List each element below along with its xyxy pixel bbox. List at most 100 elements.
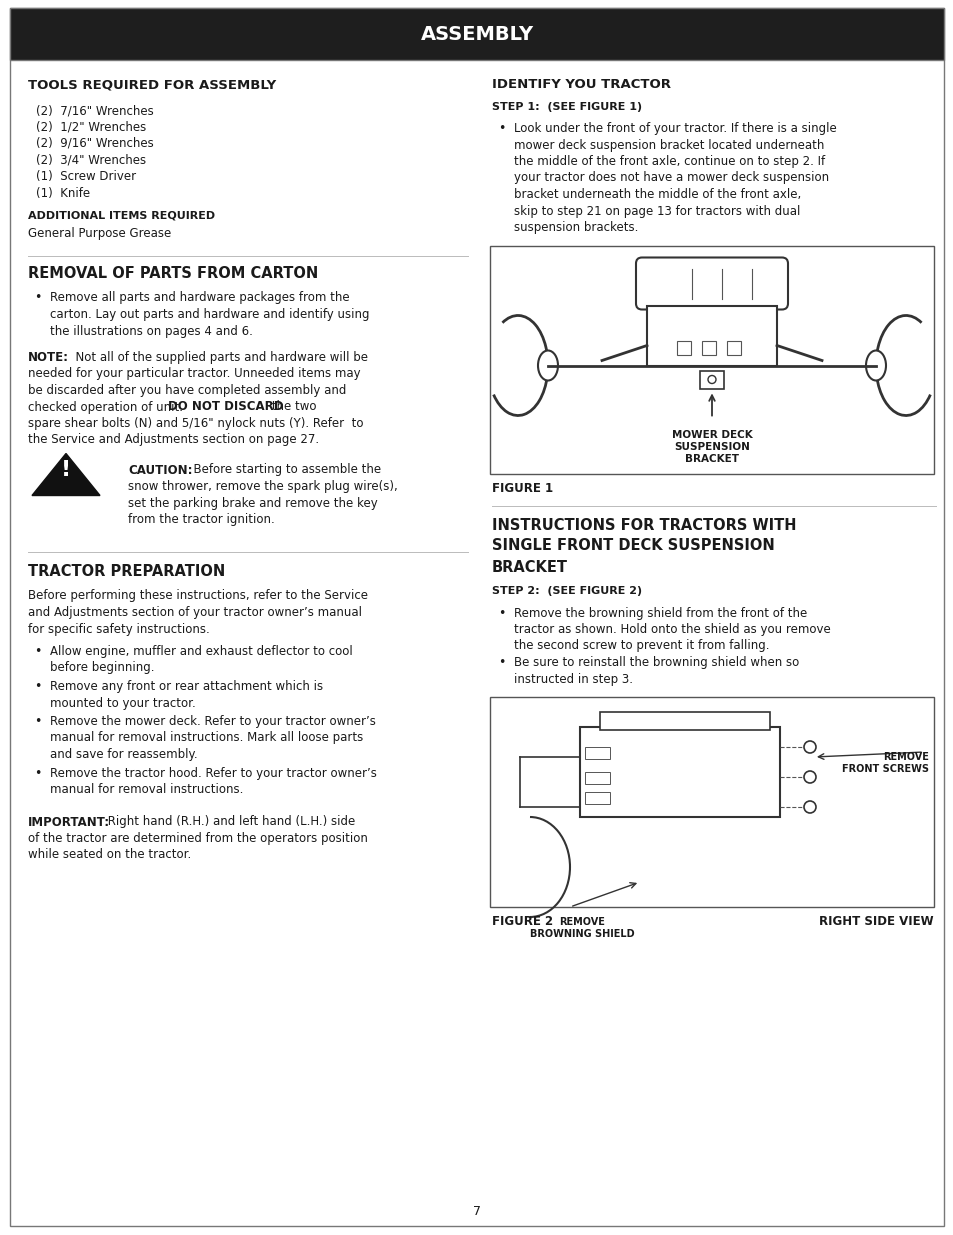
Text: NOTE:: NOTE:: [28, 351, 69, 364]
FancyBboxPatch shape: [599, 713, 769, 730]
Text: REMOVE
FRONT SCREWS: REMOVE FRONT SCREWS: [841, 752, 928, 773]
Text: instructed in step 3.: instructed in step 3.: [514, 673, 633, 685]
Text: the Service and Adjustments section on page 27.: the Service and Adjustments section on p…: [28, 433, 319, 447]
Text: spare shear bolts (N) and 5/16" nylock nuts (Y). Refer  to: spare shear bolts (N) and 5/16" nylock n…: [28, 417, 363, 430]
Text: 7: 7: [473, 1205, 480, 1218]
Text: be discarded after you have completed assembly and: be discarded after you have completed as…: [28, 384, 346, 396]
Text: •: •: [34, 767, 41, 779]
Text: tractor as shown. Hold onto the shield as you remove: tractor as shown. Hold onto the shield a…: [514, 622, 830, 636]
Text: TOOLS REQUIRED FOR ASSEMBLY: TOOLS REQUIRED FOR ASSEMBLY: [28, 78, 276, 91]
Text: ADDITIONAL ITEMS REQUIRED: ADDITIONAL ITEMS REQUIRED: [28, 211, 214, 221]
Circle shape: [707, 375, 716, 384]
Text: and Adjustments section of your tractor owner’s manual: and Adjustments section of your tractor …: [28, 606, 361, 619]
Text: carton. Lay out parts and hardware and identify using: carton. Lay out parts and hardware and i…: [50, 308, 369, 321]
Text: of the tractor are determined from the operators position: of the tractor are determined from the o…: [28, 832, 368, 845]
Text: Remove the tractor hood. Refer to your tractor owner’s: Remove the tractor hood. Refer to your t…: [50, 767, 376, 779]
Text: Remove the browning shield from the front of the: Remove the browning shield from the fron…: [514, 606, 806, 620]
Text: Remove the mower deck. Refer to your tractor owner’s: Remove the mower deck. Refer to your tra…: [50, 715, 375, 727]
Text: IDENTIFY YOU TRACTOR: IDENTIFY YOU TRACTOR: [492, 78, 670, 91]
Text: the second screw to prevent it from falling.: the second screw to prevent it from fall…: [514, 640, 769, 652]
Bar: [700, 370, 723, 389]
Text: needed for your particular tractor. Unneeded items may: needed for your particular tractor. Unne…: [28, 368, 360, 380]
Circle shape: [803, 802, 815, 813]
Bar: [584, 772, 609, 784]
FancyBboxPatch shape: [579, 727, 780, 818]
Text: set the parking brake and remove the key: set the parking brake and remove the key: [128, 496, 377, 510]
Text: •: •: [34, 645, 41, 658]
Text: while seated on the tractor.: while seated on the tractor.: [28, 848, 191, 862]
Text: skip to step 21 on page 13 for tractors with dual: skip to step 21 on page 13 for tractors …: [514, 205, 800, 217]
Text: your tractor does not have a mower deck suspension: your tractor does not have a mower deck …: [514, 172, 828, 184]
Text: Before performing these instructions, refer to the Service: Before performing these instructions, re…: [28, 589, 368, 603]
Text: the two: the two: [268, 400, 316, 414]
FancyBboxPatch shape: [636, 258, 787, 310]
Text: manual for removal instructions.: manual for removal instructions.: [50, 783, 243, 797]
Text: STEP 2:  (SEE FIGURE 2): STEP 2: (SEE FIGURE 2): [492, 587, 641, 597]
Bar: [701, 341, 716, 354]
Polygon shape: [32, 453, 100, 495]
Text: (2)  9/16" Wrenches: (2) 9/16" Wrenches: [36, 137, 153, 149]
Text: RIGHT SIDE VIEW: RIGHT SIDE VIEW: [819, 915, 933, 927]
Text: suspension brackets.: suspension brackets.: [514, 221, 638, 233]
Text: Allow engine, muffler and exhaust deflector to cool: Allow engine, muffler and exhaust deflec…: [50, 645, 353, 658]
Text: CAUTION:: CAUTION:: [128, 463, 193, 477]
Text: Remove any front or rear attachment which is: Remove any front or rear attachment whic…: [50, 680, 323, 693]
Text: STEP 1:  (SEE FIGURE 1): STEP 1: (SEE FIGURE 1): [492, 103, 641, 112]
Text: (2)  7/16" Wrenches: (2) 7/16" Wrenches: [36, 104, 153, 117]
Bar: [10, 7, 943, 61]
Text: TRACTOR PREPARATION: TRACTOR PREPARATION: [28, 563, 225, 578]
Text: Right hand (R.H.) and left hand (L.H.) side: Right hand (R.H.) and left hand (L.H.) s…: [104, 815, 355, 829]
FancyBboxPatch shape: [646, 305, 776, 366]
Text: from the tractor ignition.: from the tractor ignition.: [128, 513, 274, 526]
Text: before beginning.: before beginning.: [50, 662, 154, 674]
Ellipse shape: [865, 351, 885, 380]
Text: (2)  3/4" Wrenches: (2) 3/4" Wrenches: [36, 153, 146, 167]
Text: (2)  1/2" Wrenches: (2) 1/2" Wrenches: [36, 121, 146, 133]
Text: the middle of the front axle, continue on to step 2. If: the middle of the front axle, continue o…: [514, 156, 824, 168]
Text: •: •: [34, 715, 41, 727]
Text: mounted to your tractor.: mounted to your tractor.: [50, 697, 195, 709]
Text: Before starting to assemble the: Before starting to assemble the: [186, 463, 381, 477]
Text: SINGLE FRONT DECK SUSPENSION: SINGLE FRONT DECK SUSPENSION: [492, 538, 774, 553]
Text: Look under the front of your tractor. If there is a single: Look under the front of your tractor. If…: [514, 122, 836, 135]
Bar: [677, 341, 690, 354]
Text: MOWER DECK
SUSPENSION
BRACKET: MOWER DECK SUSPENSION BRACKET: [671, 430, 752, 463]
Text: FIGURE 1: FIGURE 1: [492, 482, 553, 494]
Text: mower deck suspension bracket located underneath: mower deck suspension bracket located un…: [514, 138, 823, 152]
Text: •: •: [497, 606, 505, 620]
Text: !: !: [61, 459, 71, 479]
Text: bracket underneath the middle of the front axle,: bracket underneath the middle of the fro…: [514, 188, 801, 201]
Text: ASSEMBLY: ASSEMBLY: [420, 25, 533, 43]
Text: IMPORTANT:: IMPORTANT:: [28, 815, 110, 829]
Text: REMOVE
BROWNING SHIELD: REMOVE BROWNING SHIELD: [530, 918, 634, 939]
Text: FIGURE 2: FIGURE 2: [492, 915, 553, 927]
Text: DO NOT DISCARD: DO NOT DISCARD: [168, 400, 283, 414]
Text: INSTRUCTIONS FOR TRACTORS WITH: INSTRUCTIONS FOR TRACTORS WITH: [492, 517, 796, 532]
Text: •: •: [34, 680, 41, 693]
Text: the illustrations on pages 4 and 6.: the illustrations on pages 4 and 6.: [50, 325, 253, 337]
Bar: [584, 792, 609, 804]
Text: •: •: [497, 656, 505, 669]
Text: BRACKET: BRACKET: [492, 559, 567, 574]
Bar: [490, 246, 933, 473]
Text: •: •: [34, 291, 41, 305]
Circle shape: [803, 771, 815, 783]
Text: manual for removal instructions. Mark all loose parts: manual for removal instructions. Mark al…: [50, 731, 363, 745]
Ellipse shape: [537, 351, 558, 380]
Text: (1)  Screw Driver: (1) Screw Driver: [36, 170, 136, 183]
Text: REMOVAL OF PARTS FROM CARTON: REMOVAL OF PARTS FROM CARTON: [28, 266, 318, 280]
Text: snow thrower, remove the spark plug wire(s),: snow thrower, remove the spark plug wire…: [128, 480, 397, 493]
Text: Remove all parts and hardware packages from the: Remove all parts and hardware packages f…: [50, 291, 349, 305]
Text: and save for reassembly.: and save for reassembly.: [50, 748, 197, 761]
Bar: [726, 341, 740, 354]
Bar: [490, 697, 933, 906]
Text: Be sure to reinstall the browning shield when so: Be sure to reinstall the browning shield…: [514, 656, 799, 669]
Text: checked operation of unit.: checked operation of unit.: [28, 400, 187, 414]
Text: for specific safety instructions.: for specific safety instructions.: [28, 622, 210, 636]
Text: General Purpose Grease: General Purpose Grease: [28, 227, 172, 241]
Text: (1)  Knife: (1) Knife: [36, 186, 90, 200]
Bar: [584, 747, 609, 760]
Text: •: •: [497, 122, 505, 135]
Text: Not all of the supplied parts and hardware will be: Not all of the supplied parts and hardwa…: [68, 351, 368, 364]
Circle shape: [803, 741, 815, 753]
